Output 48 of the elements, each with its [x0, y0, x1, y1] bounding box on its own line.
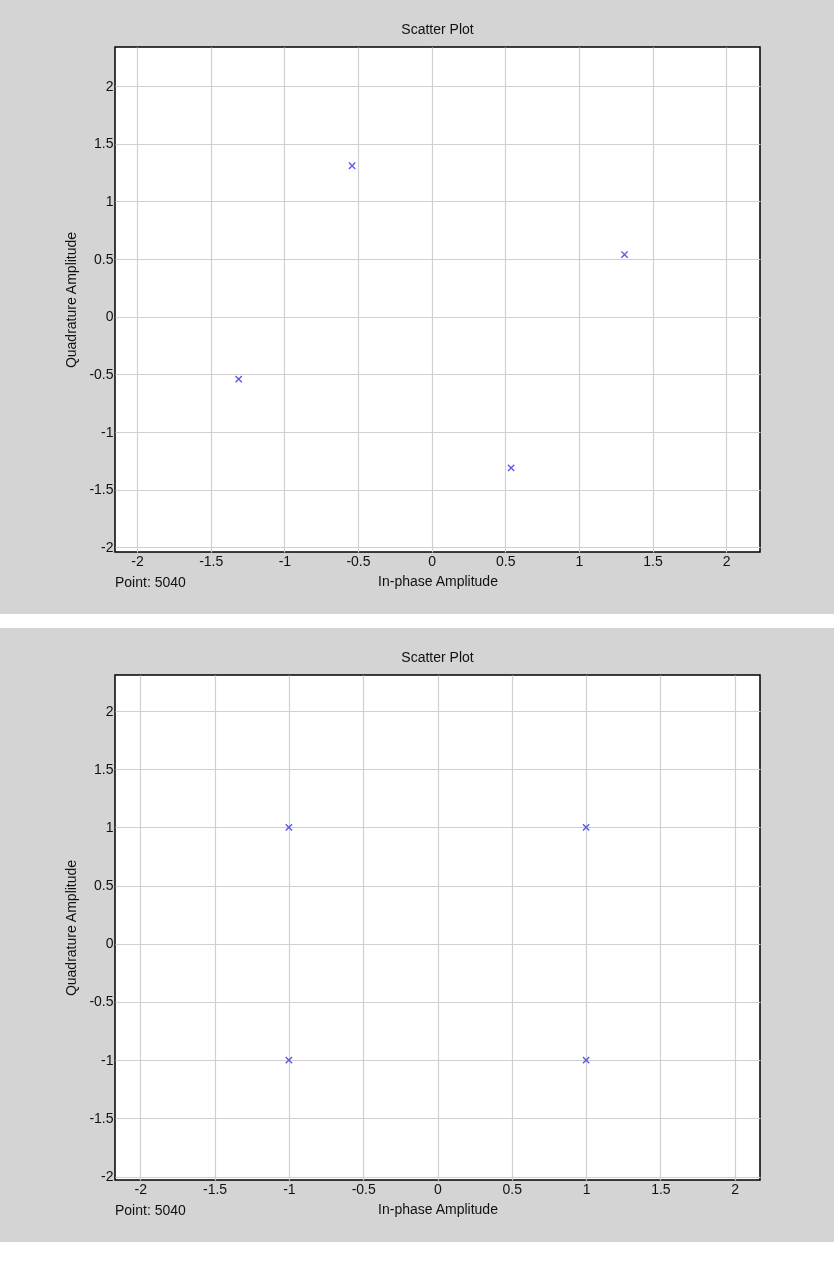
y-tick-label: -1 — [101, 1051, 114, 1068]
x-tick-label: -0.5 — [346, 552, 371, 569]
y-axis-title: Quadrature Amplitude — [63, 231, 80, 369]
x-tick-label: -2 — [134, 1180, 148, 1197]
point — [507, 463, 515, 472]
y-tick-label: -1 — [101, 423, 114, 440]
y-tick-label: 1 — [105, 818, 114, 835]
x-tick-label: 1 — [582, 1180, 591, 1197]
x-tick-label: 1.5 — [651, 1180, 671, 1197]
y-tick-label: 1.5 — [94, 760, 114, 777]
x-axis-title: In-phase Amplitude — [378, 572, 499, 589]
text: Point: 5040 — [115, 1202, 187, 1218]
y-tick-label: -0.5 — [89, 365, 114, 382]
y-tick-label: 0.5 — [94, 877, 114, 894]
x-tick-label: -1.5 — [203, 1180, 228, 1197]
x-axis-title: In-phase Amplitude — [378, 1200, 499, 1217]
y-tick-label: 0.5 — [94, 250, 114, 267]
x-tick-label: 2 — [731, 1180, 740, 1197]
x-tick-label: 0.5 — [502, 1180, 523, 1197]
y-tick-label: 0 — [105, 935, 114, 952]
y-tick-label: 2 — [105, 77, 114, 94]
x-tick-label: 1 — [575, 552, 584, 569]
x-tick-label: 1.5 — [643, 552, 663, 569]
x-tick-label: -0.5 — [351, 1180, 376, 1197]
x-tick-label: 0 — [434, 1180, 443, 1197]
y-axis-title: Quadrature Amplitude — [63, 859, 80, 997]
x-tick-label: -1.5 — [199, 552, 224, 569]
point — [234, 375, 243, 383]
y-tick-label: 2 — [105, 702, 114, 719]
x-tick-label: -2 — [131, 552, 145, 569]
x-tick-label: -1 — [278, 552, 292, 569]
chart-title: Scatter Plot — [401, 21, 474, 37]
text: Point: 5040 — [115, 574, 187, 590]
x-tick-label: 0 — [428, 552, 437, 569]
y-tick-label: 1.5 — [94, 135, 114, 152]
chart-title: Scatter Plot — [401, 649, 474, 665]
x-tick-label: -1 — [283, 1180, 296, 1197]
y-tick-label: 0 — [105, 308, 114, 325]
y-tick-label: -2 — [101, 538, 114, 555]
y-tick-label: 1 — [105, 193, 114, 209]
y-tick-label: -1.5 — [89, 1109, 114, 1126]
y-tick-label: -0.5 — [89, 993, 114, 1010]
point — [348, 161, 356, 170]
x-tick-label: 0.5 — [496, 552, 516, 569]
y-tick-label: -1.5 — [89, 481, 114, 498]
y-tick-label: -2 — [101, 1168, 114, 1185]
x-tick-label: 2 — [722, 552, 731, 569]
point — [620, 250, 629, 259]
